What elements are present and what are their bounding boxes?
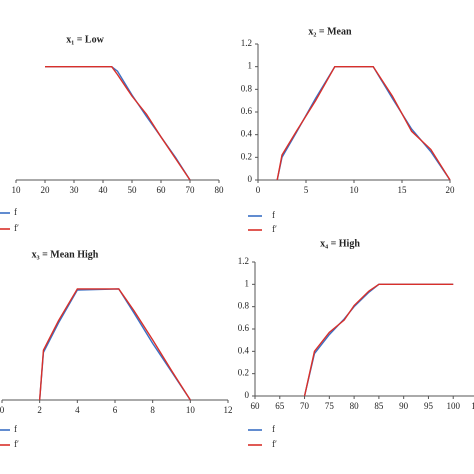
legend-label: f′	[272, 224, 277, 234]
y-tick-label: 0.6	[238, 323, 250, 333]
legend-label: f′	[14, 439, 19, 449]
y-tick-label: 0	[245, 390, 250, 400]
x-tick-label: 40	[99, 185, 109, 195]
legend-label: f	[272, 424, 275, 434]
x-tick-label: 75	[325, 401, 335, 411]
x-tick-label: 70	[186, 185, 196, 195]
chart-title: x₂ = Mean	[308, 26, 352, 37]
legend-label: f′	[272, 439, 277, 449]
x-tick-label: 100	[446, 401, 460, 411]
y-tick-label: 0	[248, 174, 253, 184]
x-tick-label: 95	[424, 401, 434, 411]
y-tick-label: 0.8	[238, 301, 250, 311]
x-tick-label: 85	[374, 401, 384, 411]
y-tick-label: 1.2	[238, 256, 249, 266]
x-tick-label: 70	[300, 401, 310, 411]
y-tick-label: 0.8	[241, 83, 253, 93]
series-line	[303, 283, 454, 397]
series-line	[276, 65, 451, 181]
x-tick-label: 15	[398, 185, 408, 195]
y-tick-label: 1	[248, 61, 253, 71]
y-tick-label: 1	[245, 278, 250, 288]
chart-title: x₄ = High	[320, 238, 360, 249]
x-tick-label: 65	[275, 401, 285, 411]
legend-label: f	[272, 210, 275, 220]
x-tick-label: 2	[37, 405, 42, 415]
x-tick-label: 20	[446, 185, 456, 195]
chart-title: x₃ = Mean High	[32, 249, 99, 260]
x-tick-label: 4	[75, 405, 80, 415]
x-tick-label: 10	[12, 185, 22, 195]
y-tick-label: 0.2	[241, 151, 252, 161]
x-tick-label: 80	[350, 401, 360, 411]
legend-label: f′	[14, 223, 19, 233]
x-tick-label: 50	[128, 185, 138, 195]
y-tick-label: 0.2	[238, 368, 249, 378]
x-tick-label: 12	[224, 405, 233, 415]
chart-title: x₁ = Low	[66, 34, 104, 45]
x-tick-label: 20	[41, 185, 51, 195]
series-line	[38, 288, 191, 401]
x-tick-label: 8	[150, 405, 155, 415]
x-tick-label: 90	[399, 401, 409, 411]
series-line	[303, 283, 454, 397]
series-line	[45, 65, 191, 181]
x-tick-label: 0	[0, 405, 5, 415]
x-tick-label: 10	[186, 405, 196, 415]
series-line	[276, 65, 451, 181]
legend-label: f	[14, 207, 17, 217]
x-tick-label: 60	[251, 401, 261, 411]
x-tick-label: 5	[304, 185, 309, 195]
x-tick-label: 105	[471, 401, 474, 411]
x-tick-label: 10	[350, 185, 360, 195]
y-tick-label: 0.4	[241, 129, 253, 139]
series-line	[45, 65, 191, 181]
x-tick-label: 0	[256, 185, 261, 195]
y-tick-label: 1.2	[241, 38, 252, 48]
series-line	[38, 288, 191, 401]
legend-label: f	[14, 424, 17, 434]
y-tick-label: 0.4	[238, 345, 250, 355]
x-tick-label: 30	[70, 185, 80, 195]
x-tick-label: 6	[113, 405, 118, 415]
x-tick-label: 80	[215, 185, 225, 195]
y-tick-label: 0.6	[241, 106, 253, 116]
x-tick-label: 60	[157, 185, 167, 195]
